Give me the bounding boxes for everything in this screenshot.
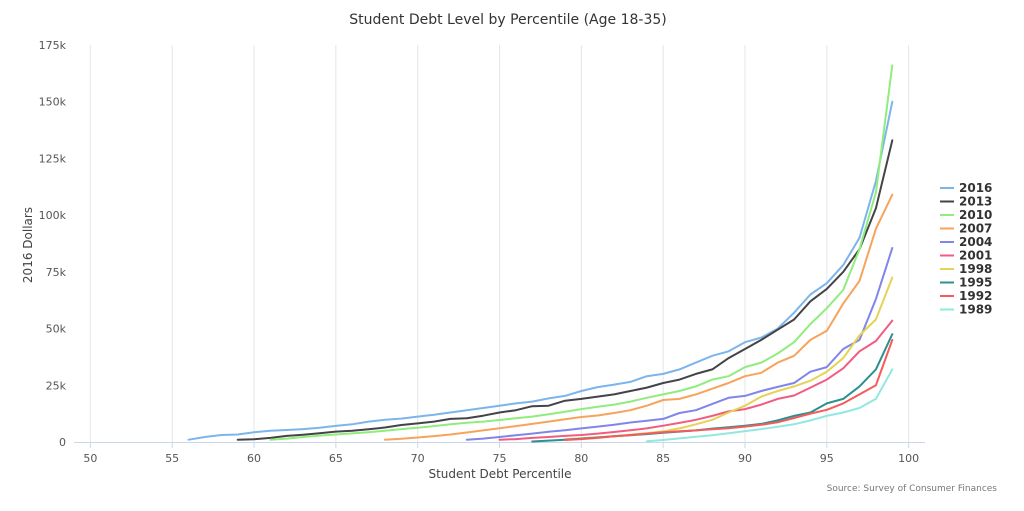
legend-item-1992[interactable]: 1992 <box>959 289 992 303</box>
x-tick-label: 65 <box>329 452 343 465</box>
x-tick-label: 50 <box>83 452 97 465</box>
y-tick-label: 100k <box>39 209 67 222</box>
legend-item-2010[interactable]: 2010 <box>959 208 992 222</box>
legend-item-2013[interactable]: 2013 <box>959 195 992 209</box>
series-line-2007 <box>383 193 894 441</box>
x-tick-label: 80 <box>574 452 588 465</box>
series-line-2004 <box>465 247 894 441</box>
chart-title: Student Debt Level by Percentile (Age 18… <box>349 12 666 28</box>
legend-item-2001[interactable]: 2001 <box>959 249 992 263</box>
y-tick-label: 150k <box>39 96 67 109</box>
legend-item-2007[interactable]: 2007 <box>959 222 992 236</box>
y-tick-label: 25k <box>46 379 67 392</box>
x-tick-label: 100 <box>898 452 919 465</box>
x-tick-label: 90 <box>738 452 752 465</box>
x-tick-label: 85 <box>656 452 670 465</box>
y-axis-title: 2016 Dollars <box>21 207 35 283</box>
y-tick-label: 0 <box>59 436 66 449</box>
x-axis: 50 55 60 65 70 75 80 85 90 95 100 <box>74 442 925 465</box>
x-tick-label: 75 <box>493 452 507 465</box>
x-tick-label: 70 <box>411 452 425 465</box>
y-tick-label: 75k <box>46 266 67 279</box>
series-line-2013 <box>236 139 894 441</box>
y-tick-label: 125k <box>39 152 67 165</box>
source-credit: Source: Survey of Consumer Finances <box>827 484 998 494</box>
x-axis-title: Student Debt Percentile <box>428 467 571 481</box>
legend-item-1998[interactable]: 1998 <box>959 262 992 276</box>
x-tick-label: 55 <box>165 452 179 465</box>
series-line-1992 <box>564 338 894 441</box>
legend-item-1989[interactable]: 1989 <box>959 303 992 317</box>
series-line-2016 <box>187 100 894 441</box>
y-tick-label: 50k <box>46 323 67 336</box>
series-line-2010 <box>269 64 894 441</box>
series-line-1989 <box>645 368 894 443</box>
legend-item-1995[interactable]: 1995 <box>959 276 992 290</box>
series-line-2001 <box>498 319 894 441</box>
x-tick-label: 60 <box>247 452 261 465</box>
y-axis: 0 25k 50k 75k 100k 125k 150k 175k <box>39 39 67 449</box>
grid <box>89 45 910 442</box>
y-tick-label: 175k <box>39 39 67 52</box>
x-tick-label: 95 <box>820 452 834 465</box>
legend-item-2004[interactable]: 2004 <box>959 235 992 249</box>
series-lines <box>187 64 894 443</box>
legend-item-2016[interactable]: 2016 <box>959 181 992 195</box>
